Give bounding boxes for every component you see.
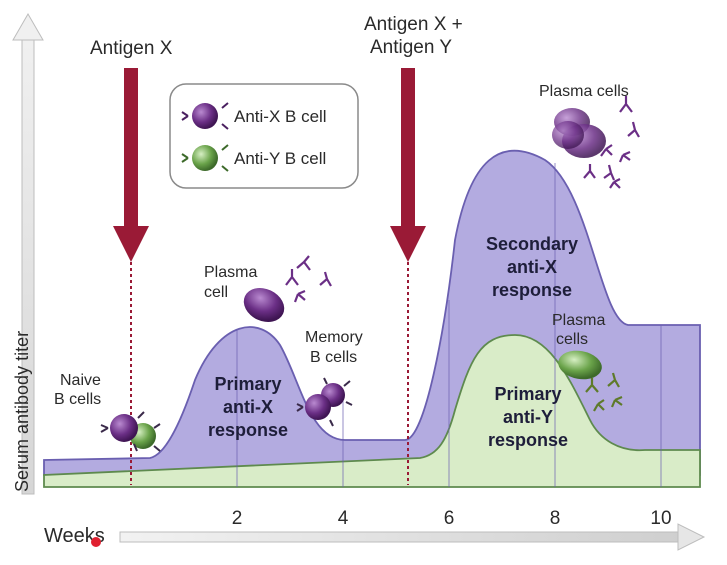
naive-b-cells-icon xyxy=(100,411,161,452)
plasma-cells-top-icon xyxy=(552,108,606,158)
svg-text:response: response xyxy=(208,420,288,440)
antigen-xy-label-line2: Antigen Y xyxy=(370,37,452,58)
plasma-cell-label-line1: Plasma xyxy=(204,264,257,281)
x-axis-label: Weeks xyxy=(44,525,105,547)
svg-text:response: response xyxy=(492,280,572,300)
x-tick-2: 2 xyxy=(232,508,243,529)
plasma-cell-icon xyxy=(243,287,285,323)
svg-text:Primary: Primary xyxy=(214,374,281,394)
svg-text:Primary: Primary xyxy=(494,384,561,404)
x-tick-6: 6 xyxy=(444,508,455,529)
antigen-x-label: Antigen X xyxy=(90,38,173,59)
legend-anti-y-label: Anti-Y B cell xyxy=(234,149,326,168)
memory-b-cells-label-line1: Memory xyxy=(305,329,363,346)
memory-b-cells-icon xyxy=(296,377,353,427)
antibodies-icon xyxy=(285,255,332,303)
week-gridlines xyxy=(236,163,662,487)
naive-b-cells-label-line1: Naive xyxy=(60,372,101,389)
antigen-xy-arrow xyxy=(390,68,426,485)
primary-anti-y-label: Primary anti-Y response xyxy=(488,384,568,450)
plasma-cells-y-label-line2: cells xyxy=(556,331,588,348)
plasma-cells-y-label-line1: Plasma xyxy=(552,312,605,329)
antigen-xy-label-line1: Antigen X + xyxy=(364,14,463,35)
y-axis-label: Serum antibody titer xyxy=(12,331,32,492)
svg-text:Secondary: Secondary xyxy=(486,234,578,254)
legend-anti-x-label: Anti-X B cell xyxy=(234,107,327,126)
svg-text:anti-X: anti-X xyxy=(223,397,273,417)
x-tick-8: 8 xyxy=(550,508,561,529)
plasma-cell-label-line2: cell xyxy=(204,284,228,301)
x-tick-4: 4 xyxy=(338,508,349,529)
svg-text:anti-X: anti-X xyxy=(507,257,557,277)
antibodies-top-icon xyxy=(583,96,640,189)
legend-box xyxy=(169,83,359,189)
x-tick-labels: 2 4 6 8 10 xyxy=(232,508,672,529)
secondary-anti-x-label: Secondary anti-X response xyxy=(486,234,578,300)
x-axis xyxy=(119,523,706,551)
plasma-cells-y-icon xyxy=(558,350,602,380)
antibodies-y-icon xyxy=(585,372,623,412)
y-axis xyxy=(12,12,44,495)
naive-b-cells-label-line2: B cells xyxy=(54,391,101,408)
x-tick-10: 10 xyxy=(650,508,671,529)
primary-anti-x-label: Primary anti-X response xyxy=(208,374,288,440)
plasma-cells-top-label: Plasma cells xyxy=(539,83,629,100)
antigen-x-arrow xyxy=(113,68,149,485)
memory-b-cells-label-line2: B cells xyxy=(310,349,357,366)
cursor-dot xyxy=(91,537,101,547)
svg-text:anti-Y: anti-Y xyxy=(503,407,553,427)
legend-anti-y-icon xyxy=(181,144,229,172)
legend-anti-x-icon xyxy=(181,102,229,130)
svg-text:response: response xyxy=(488,430,568,450)
